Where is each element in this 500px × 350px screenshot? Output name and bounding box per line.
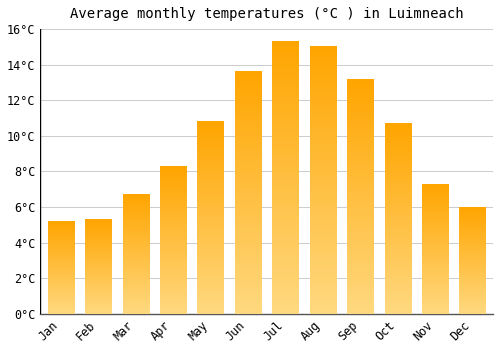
Title: Average monthly temperatures (°C ) in Luimneach: Average monthly temperatures (°C ) in Lu…: [70, 7, 464, 21]
